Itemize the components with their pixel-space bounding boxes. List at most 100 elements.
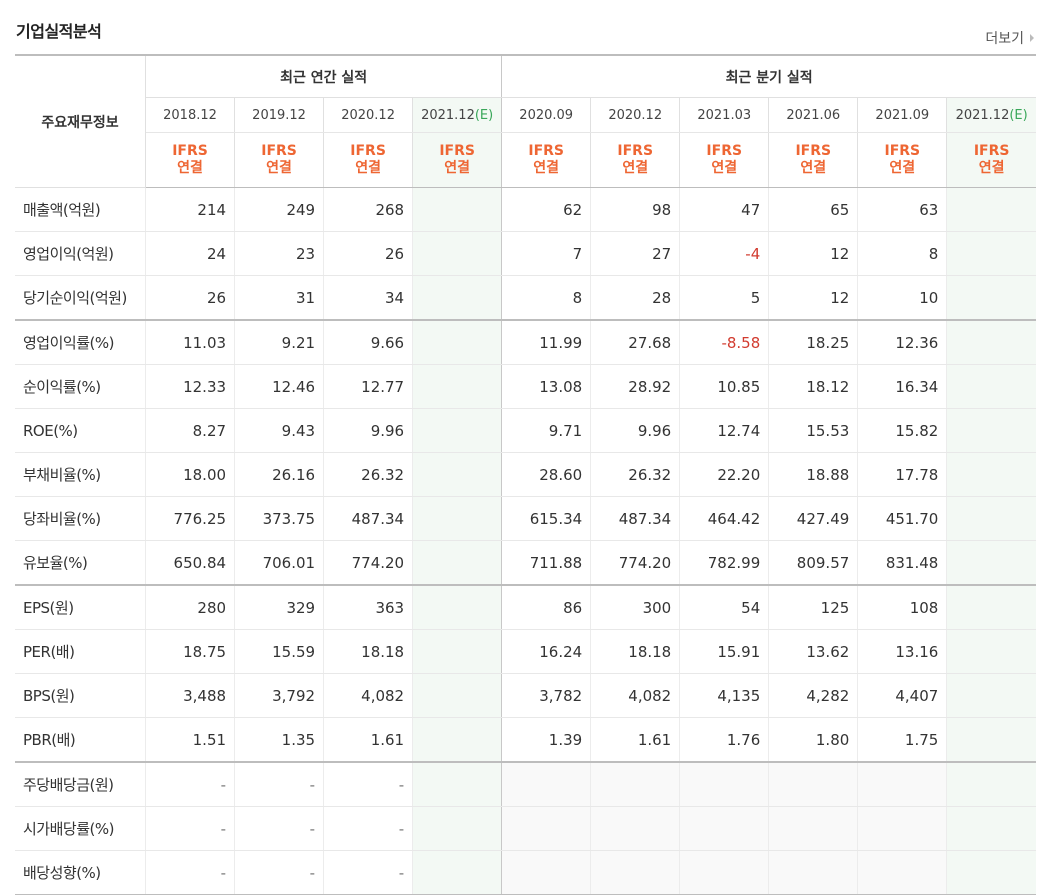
table-cell: 3,792	[234, 673, 324, 718]
ifrs-label: IFRS	[973, 143, 1010, 159]
table-row: PBR(배) 1.51 1.35 1.61 1.39 1.61 1.76 1.80 1.75	[15, 717, 1036, 763]
table-cell: 27	[590, 231, 680, 276]
ifrs-consolidated-label: 연결	[355, 160, 381, 176]
table-cell: 451.70	[857, 496, 947, 541]
table-cell: 4,082	[323, 673, 413, 718]
table-cell: 23	[234, 231, 324, 276]
table-row: 당좌비율(%) 776.25 373.75 487.34 615.34 487.34 464…	[15, 496, 1036, 541]
period-label: 2018.12	[163, 107, 217, 123]
table-cell: 4,407	[857, 673, 947, 718]
table-cell: 3,488	[145, 673, 235, 718]
table-cell: 1.35	[234, 717, 324, 763]
table-cell	[679, 850, 769, 895]
table-cell: 108	[857, 584, 947, 630]
table-row: ROE(%) 8.27 9.43 9.96 9.71 9.96 12.74 15.53 15.8…	[15, 408, 1036, 453]
period-label: 2020.12	[608, 107, 663, 123]
table-cell: 86	[501, 584, 591, 630]
table-cell: 17.78	[857, 452, 947, 497]
table-cell: 15.53	[768, 408, 858, 453]
table-cell: 214	[145, 187, 235, 232]
table-cell	[590, 761, 680, 807]
ifrs-header: IFRS 연결	[501, 132, 591, 188]
table-cell	[946, 452, 1036, 497]
table-cell: 125	[768, 584, 858, 630]
ifrs-header: IFRS 연결	[590, 132, 680, 188]
table-cell: 487.34	[590, 496, 680, 541]
table-cell: -	[234, 850, 324, 895]
table-cell: 27.68	[590, 319, 680, 365]
table-cell: 28.92	[590, 364, 680, 409]
table-cell: 15.59	[234, 629, 324, 674]
table-cell: 11.03	[145, 319, 235, 365]
period-header: 2021.06	[768, 97, 858, 133]
row-label: 당좌비율(%)	[15, 496, 146, 541]
table-cell: -	[234, 806, 324, 851]
table-cell: -	[234, 761, 324, 807]
table-cell: 249	[234, 187, 324, 232]
table-cell: 12.33	[145, 364, 235, 409]
ifrs-header: IFRS 연결	[412, 132, 503, 188]
ifrs-label: IFRS	[884, 143, 921, 159]
header-group-quarter: 최근 분기 실적	[501, 54, 1036, 98]
table-cell: 16.24	[501, 629, 591, 674]
table-cell: 9.96	[590, 408, 680, 453]
table-cell: 18.00	[145, 452, 235, 497]
ifrs-consolidated-label: 연결	[177, 160, 203, 176]
table-cell: 18.88	[768, 452, 858, 497]
table-cell	[857, 806, 947, 851]
table-cell: 329	[234, 584, 324, 630]
table-row: 영업이익률(%) 11.03 9.21 9.66 11.99 27.68 -8.58 18.2…	[15, 319, 1036, 365]
table-cell: 9.21	[234, 319, 324, 365]
table-cell: 9.71	[501, 408, 591, 453]
table-cell	[412, 540, 503, 586]
table-cell: 12	[768, 275, 858, 321]
table-cell	[946, 408, 1036, 453]
ifrs-consolidated-label: 연결	[622, 160, 649, 176]
table-cell	[946, 584, 1036, 630]
ifrs-label: IFRS	[439, 143, 475, 159]
period-header: 2018.12	[145, 97, 235, 133]
table-cell: 650.84	[145, 540, 235, 586]
table-cell	[946, 319, 1036, 365]
table-cell: 28	[590, 275, 680, 321]
table-cell	[412, 806, 503, 851]
table-cell	[946, 761, 1036, 807]
table-cell	[768, 806, 858, 851]
period-label: 2021.06	[786, 107, 841, 123]
period-header: 2021.12(E)	[412, 97, 503, 133]
table-cell: 9.96	[323, 408, 413, 453]
table-cell: 280	[145, 584, 235, 630]
table-cell: 26	[323, 231, 413, 276]
table-cell	[412, 761, 503, 807]
more-link-label: 더보기	[985, 31, 1024, 47]
more-link[interactable]: 더보기	[985, 28, 1034, 48]
ifrs-label: IFRS	[528, 143, 564, 159]
table-row: BPS(원) 3,488 3,792 4,082 3,782 4,082 4,135 4,28…	[15, 673, 1036, 718]
table-cell: -4	[679, 231, 769, 276]
table-cell	[412, 275, 503, 321]
ifrs-header: IFRS 연결	[946, 132, 1036, 188]
table-cell	[946, 496, 1036, 541]
table-cell: 62	[501, 187, 591, 232]
table-cell: 268	[323, 187, 413, 232]
table-cell: 18.18	[590, 629, 680, 674]
table-cell: 26	[145, 275, 235, 321]
section-title: 기업실적분석	[16, 22, 102, 41]
table-row: EPS(원) 280 329 363 86 300 54 125 108	[15, 584, 1036, 630]
table-cell	[501, 850, 591, 895]
ifrs-consolidated-label: 연결	[978, 160, 1005, 176]
table-cell: 4,282	[768, 673, 858, 718]
table-cell: 427.49	[768, 496, 858, 541]
table-cell: 3,782	[501, 673, 591, 718]
table-cell: 47	[679, 187, 769, 232]
row-label: 배당성향(%)	[15, 850, 146, 895]
table-cell: 11.99	[501, 319, 591, 365]
table-cell: 831.48	[857, 540, 947, 586]
table-cell: 4,135	[679, 673, 769, 718]
table-cell: 26.32	[323, 452, 413, 497]
table-cell: 8	[857, 231, 947, 276]
period-label: 2020.12	[341, 107, 395, 123]
row-label: 영업이익률(%)	[15, 319, 146, 365]
table-cell: 10	[857, 275, 947, 321]
table-cell	[412, 187, 503, 232]
